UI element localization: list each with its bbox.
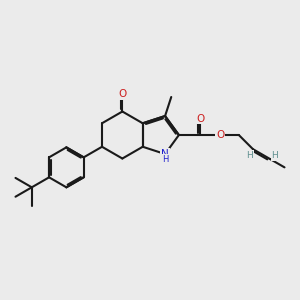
Text: H: H <box>246 151 253 160</box>
Text: H: H <box>162 155 168 164</box>
Text: O: O <box>216 130 224 140</box>
Text: H: H <box>272 151 278 160</box>
Text: N: N <box>161 149 169 159</box>
Text: O: O <box>196 114 204 124</box>
Text: O: O <box>118 89 127 99</box>
